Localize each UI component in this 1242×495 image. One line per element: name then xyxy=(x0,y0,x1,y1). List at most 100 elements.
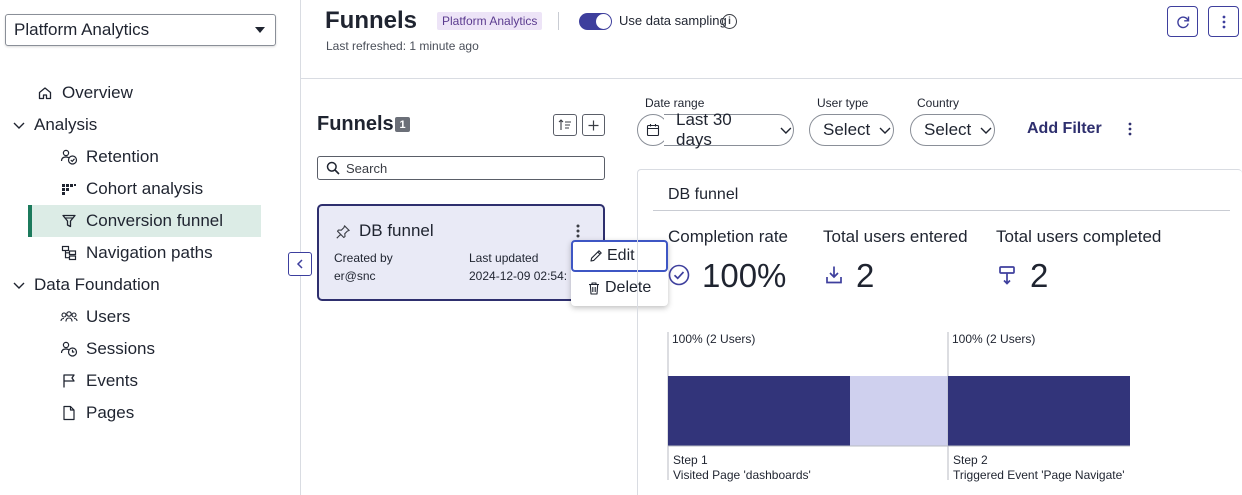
users-icon xyxy=(60,308,78,326)
sidebar-item-retention[interactable]: Retention xyxy=(60,141,261,173)
edit-label: Edit xyxy=(607,247,635,264)
delete-label: Delete xyxy=(605,279,652,296)
funnels-count-badge: 1 xyxy=(395,117,410,132)
delete-menu-item[interactable]: Delete xyxy=(571,272,668,304)
cohort-icon xyxy=(60,180,78,198)
step-label: Step 2 xyxy=(953,453,988,467)
header-divider xyxy=(558,12,559,30)
sidebar-item-pages[interactable]: Pages xyxy=(60,397,261,429)
more-options-button[interactable] xyxy=(1208,6,1239,37)
sidebar-group-label: Data Foundation xyxy=(34,275,160,294)
funnel-detail-title: DB funnel xyxy=(668,186,739,203)
info-icon[interactable]: i xyxy=(722,14,737,29)
funnel-complete-icon xyxy=(999,266,1015,285)
last-updated-label: Last updated xyxy=(469,251,539,265)
funnel-bar xyxy=(948,376,1130,446)
more-vertical-icon xyxy=(1222,15,1225,28)
funnel-context-menu: Edit Delete xyxy=(571,240,668,306)
funnel-card[interactable]: DB funnel Created by er@snc Last updated… xyxy=(317,204,605,301)
chevron-down-icon xyxy=(13,122,25,129)
check-circle-icon xyxy=(668,264,690,286)
header-divider-line xyxy=(301,78,1242,79)
total-users-completed-label: Total users completed xyxy=(996,227,1162,246)
download-tray-icon xyxy=(826,266,842,284)
sidebar-item-sessions[interactable]: Sessions xyxy=(60,333,261,365)
chevron-down-icon xyxy=(13,282,25,289)
sidebar-item-label: Overview xyxy=(62,83,133,102)
add-filter-button[interactable]: Add Filter xyxy=(1027,120,1102,137)
country-value: Select xyxy=(924,120,972,139)
sessions-icon xyxy=(60,340,78,358)
last-refreshed-text: Last refreshed: 1 minute ago xyxy=(326,39,479,53)
collapse-sidebar-button[interactable] xyxy=(288,252,312,276)
last-updated-value: 2024-12-09 02:54: xyxy=(469,269,568,283)
more-vertical-icon[interactable] xyxy=(1126,121,1134,137)
sidebar-item-conversion-funnel[interactable]: Conversion funnel xyxy=(28,205,261,237)
search-field[interactable] xyxy=(317,156,605,180)
refresh-icon xyxy=(1176,15,1189,28)
total-users-completed-value: 2 xyxy=(1030,257,1049,294)
dropoff-band xyxy=(850,376,948,446)
sidebar-group-label: Analysis xyxy=(34,115,98,134)
caret-down-icon xyxy=(255,27,265,33)
country-dropdown[interactable]: Select xyxy=(910,114,995,146)
step-label: Step 1 xyxy=(673,453,708,467)
search-input[interactable] xyxy=(346,160,586,176)
detail-divider xyxy=(653,210,1230,211)
funnel-card-title: DB funnel xyxy=(359,221,434,240)
sidebar-group-analysis[interactable]: Analysis xyxy=(12,109,261,141)
search-icon xyxy=(326,161,340,175)
completion-rate-label: Completion rate xyxy=(668,227,789,246)
user-type-value: Select xyxy=(823,120,871,139)
data-sampling-toggle[interactable] xyxy=(579,13,612,30)
chevron-left-icon xyxy=(296,259,303,269)
sidebar-item-overview[interactable]: Overview xyxy=(36,77,261,109)
sidebar: Platform Analytics Overview Analysis Ret… xyxy=(0,0,301,495)
add-funnel-button[interactable] xyxy=(582,114,605,136)
refresh-button[interactable] xyxy=(1167,6,1198,37)
sidebar-item-label: Sessions xyxy=(86,339,155,358)
date-range-dropdown[interactable]: Last 30 days xyxy=(664,110,794,149)
trash-icon xyxy=(589,282,599,295)
step-description: Visited Page 'dashboards' xyxy=(673,468,811,482)
sort-button[interactable] xyxy=(553,114,577,136)
sidebar-group-data-foundation[interactable]: Data Foundation xyxy=(12,269,261,301)
sidebar-item-events[interactable]: Events xyxy=(60,365,261,397)
sidebar-item-label: Navigation paths xyxy=(86,243,213,262)
funnel-bar xyxy=(668,376,850,446)
created-by-label: Created by xyxy=(334,251,393,265)
flag-icon xyxy=(60,372,78,390)
calendar-icon xyxy=(646,124,660,137)
step-description: Triggered Event 'Page Navigate' xyxy=(953,468,1125,482)
page-title: Funnels xyxy=(325,7,418,34)
sidebar-item-navigation-paths[interactable]: Navigation paths xyxy=(60,237,261,269)
user-type-dropdown[interactable]: Select xyxy=(809,114,894,146)
edit-menu-item[interactable]: Edit xyxy=(571,240,668,272)
more-vertical-icon[interactable] xyxy=(573,222,583,240)
chevron-down-icon xyxy=(980,127,992,134)
chevron-down-icon xyxy=(780,127,792,134)
funnel-detail-panel xyxy=(637,169,1242,495)
sidebar-item-label: Pages xyxy=(86,403,135,422)
date-range-label: Date range xyxy=(645,96,705,110)
date-range-value: Last 30 days xyxy=(676,110,732,149)
app-select-dropdown[interactable]: Platform Analytics xyxy=(5,14,276,46)
retention-icon xyxy=(60,148,78,166)
sidebar-item-users[interactable]: Users xyxy=(60,301,261,333)
total-users-entered-value: 2 xyxy=(856,257,875,294)
plus-icon xyxy=(588,120,599,130)
country-label: Country xyxy=(917,96,960,110)
total-users-entered-label: Total users entered xyxy=(823,227,968,246)
funnels-list-title: Funnels xyxy=(317,113,394,135)
app-select-value: Platform Analytics xyxy=(14,20,150,39)
data-sampling-label: Use data sampling xyxy=(619,13,727,28)
home-icon xyxy=(36,84,54,102)
user-type-label: User type xyxy=(817,96,869,110)
bar-data-label: 100% (2 Users) xyxy=(952,332,1035,346)
completion-rate-value: 100% xyxy=(702,257,787,294)
sidebar-item-label: Conversion funnel xyxy=(86,211,224,230)
sort-icon xyxy=(558,119,571,130)
sidebar-item-cohort-analysis[interactable]: Cohort analysis xyxy=(60,173,261,205)
pin-icon[interactable] xyxy=(335,224,351,240)
bar-data-label: 100% (2 Users) xyxy=(672,332,755,346)
